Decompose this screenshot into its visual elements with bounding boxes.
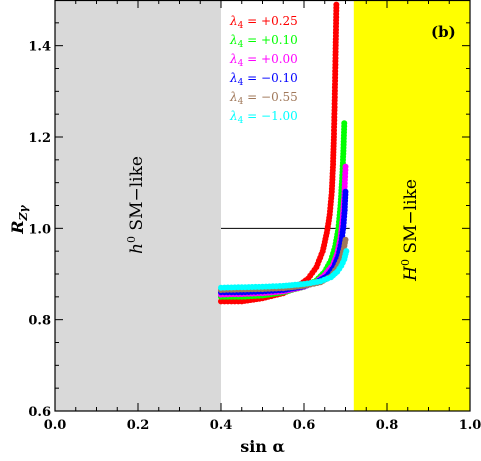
text-labels: 0.0 0.2 0.4 0.6 0.8 1.0 0.6 0.8 1.0 1.2 1.4 sin α RZ… [8, 23, 481, 456]
axis-ticks [54, 0, 471, 412]
data-points [218, 1, 350, 305]
data-point [341, 120, 348, 127]
y-tick-label: 0.6 [28, 405, 51, 420]
x-tick-label: 0.8 [376, 418, 399, 433]
x-tick-label: 0.0 [44, 418, 67, 433]
y-tick-label: 0.8 [28, 314, 51, 329]
legend-entry-0: λ4 = +0.25 [229, 14, 298, 31]
x-tick-label: 0.2 [127, 418, 150, 433]
x-axis-label: sin α [240, 437, 285, 456]
data-point [343, 248, 350, 255]
legend: λ4 = +0.25 λ4 = +0.10 λ4 = +0.00 λ4 = −0.10… [229, 14, 298, 126]
series-5 [218, 248, 350, 291]
legend-entry-3: λ4 = −0.10 [229, 71, 298, 88]
legend-entry-5: λ4 = −1.00 [229, 109, 298, 126]
region-0 [55, 0, 221, 411]
legend-entry-2: λ4 = +0.00 [229, 52, 298, 69]
x-tick-label: 1.0 [459, 418, 481, 433]
region-1 [353, 0, 470, 411]
region-label-1: H0 SM−like [399, 179, 421, 282]
y-tick-label: 1.4 [28, 40, 51, 55]
y-tick-label: 1.2 [28, 131, 51, 146]
legend-entry-4: λ4 = −0.55 [229, 90, 298, 107]
panel-label: (b) [431, 23, 456, 41]
legend-entry-1: λ4 = +0.10 [229, 33, 298, 50]
y-axis-label: RZγ [8, 204, 30, 234]
shaded-regions [55, 0, 470, 411]
data-point [342, 188, 349, 195]
data-point [342, 163, 349, 170]
data-point [342, 236, 349, 243]
x-tick-label: 0.6 [293, 418, 316, 433]
region-label-0: h0 SM−like [125, 156, 147, 254]
x-tick-label: 0.4 [210, 418, 233, 433]
y-tick-label: 1.0 [28, 222, 51, 237]
data-point [333, 1, 340, 8]
